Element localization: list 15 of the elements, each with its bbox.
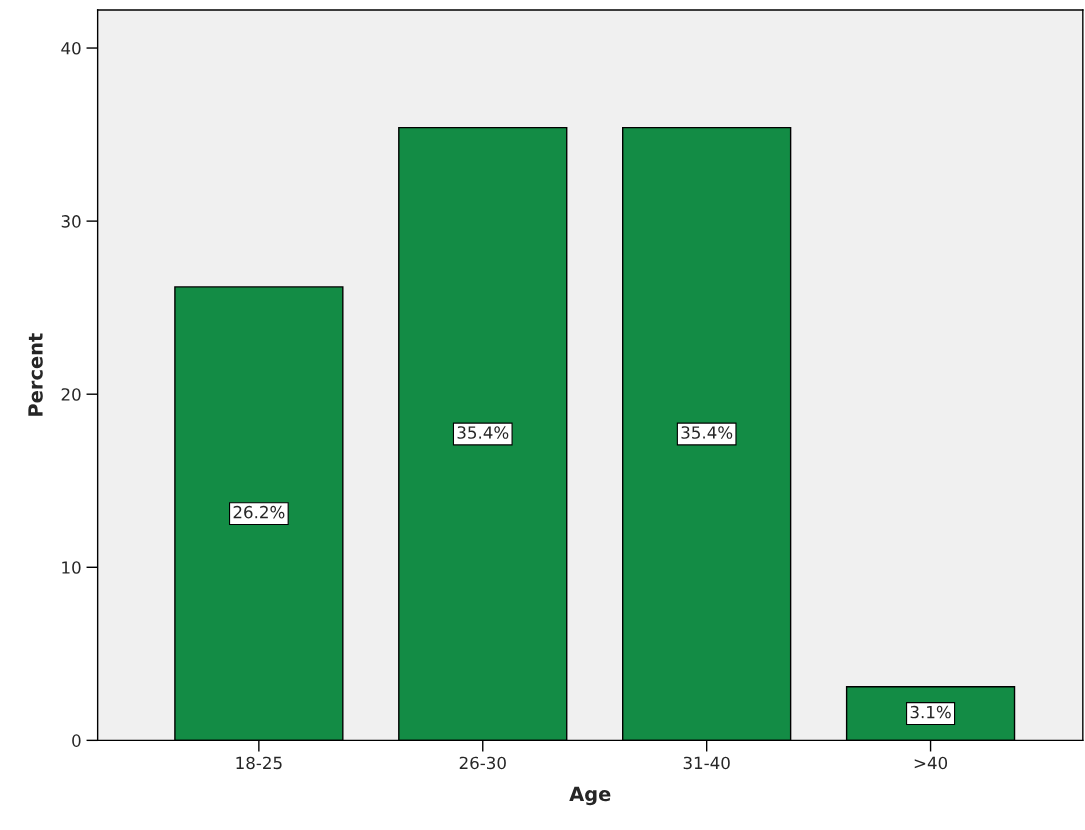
y-tick-label: 0	[72, 734, 81, 747]
x-tick-label: 18-25	[236, 756, 282, 770]
data-label: 35.4%	[681, 426, 733, 439]
x-tick-label: >40	[914, 756, 948, 770]
x-tick-label: 31-40	[683, 756, 730, 770]
x-axis-title: Age	[569, 786, 611, 806]
y-axis-title: Percent	[28, 333, 43, 416]
y-tick-label: 30	[61, 215, 81, 228]
data-label: 35.4%	[457, 426, 509, 439]
y-tick-label: 10	[62, 561, 81, 574]
y-tick-label: 40	[61, 42, 81, 55]
data-label: 26.2%	[233, 505, 285, 519]
data-label: 3.1%	[910, 705, 951, 719]
y-tick-label: 20	[61, 388, 81, 401]
x-tick-label: 26-30	[459, 756, 506, 770]
